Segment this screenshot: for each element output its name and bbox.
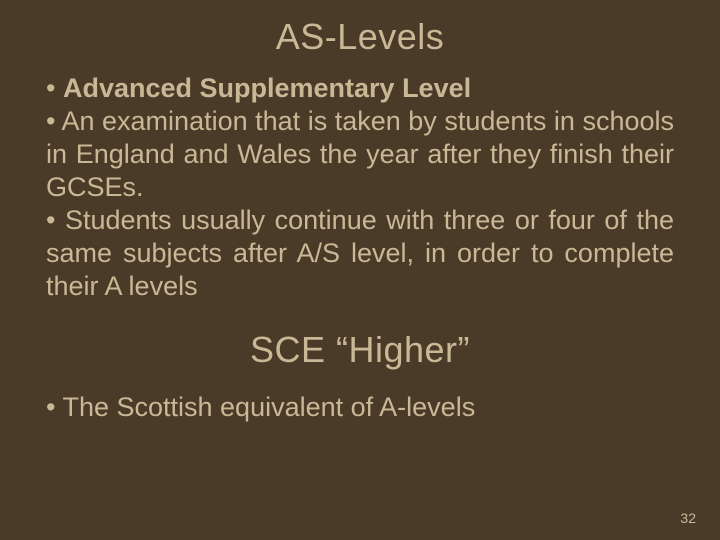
heading-sce-higher: SCE “Higher” xyxy=(40,329,680,371)
bullet-marker: • xyxy=(46,73,63,103)
bullet-1-text: Advanced Supplementary Level xyxy=(63,73,471,103)
bullet-marker: • xyxy=(46,106,61,136)
bullet-2-text-b: GCSEs. xyxy=(46,172,144,202)
body-block-2: • The Scottish equivalent of A-levels xyxy=(40,391,680,424)
bullet-3: • Students usually continue with three o… xyxy=(46,204,674,303)
bullet-3-text: Students usually continue with three or … xyxy=(46,205,674,301)
page-number: 32 xyxy=(680,510,696,526)
slide-container: AS-Levels • Advanced Supplementary Level… xyxy=(0,0,720,540)
body-block-1: • Advanced Supplementary Level • An exam… xyxy=(40,72,680,303)
bullet-2-text-a: An examination that is taken by students… xyxy=(46,106,674,169)
bullet-sce-1-text: The Scottish equivalent of A-levels xyxy=(62,392,475,422)
bullet-2: • An examination that is taken by studen… xyxy=(46,105,674,204)
bullet-sce-1: • The Scottish equivalent of A-levels xyxy=(46,391,674,424)
bullet-marker: • xyxy=(46,392,62,422)
bullet-1: • Advanced Supplementary Level xyxy=(46,72,674,105)
heading-as-levels: AS-Levels xyxy=(40,16,680,58)
bullet-marker: • xyxy=(46,205,65,235)
